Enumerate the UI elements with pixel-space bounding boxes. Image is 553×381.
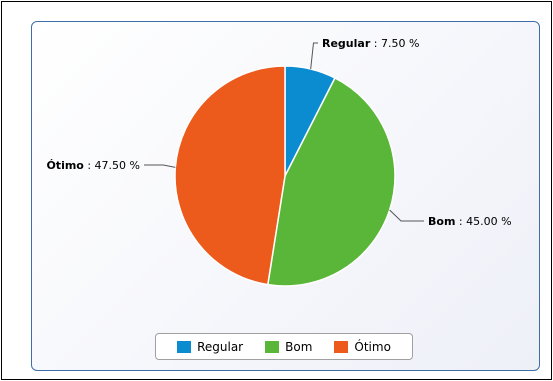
legend-item-otimo: Ótimo [334,340,391,354]
legend-swatch-bom [265,340,280,353]
legend-label-otimo: Ótimo [354,339,391,354]
legend-item-regular: Regular [177,340,243,354]
legend-item-bom: Bom [265,340,312,354]
data-label: Regular : 7.50 % [322,37,419,50]
leader-line [389,209,424,222]
legend-label-bom: Bom [285,339,313,354]
pie-slice-otimo[interactable] [174,65,286,286]
leader-line [310,42,318,70]
data-label: Bom : 45.00 % [428,215,512,228]
data-label: Ótimo : 47.50 % [46,159,140,172]
legend-label-regular: Regular [197,339,244,354]
leader-line [144,164,176,168]
legend-swatch-otimo [334,340,349,353]
legend-swatch-regular [177,340,192,353]
chart-legend: Regular Bom Ótimo [155,333,413,360]
